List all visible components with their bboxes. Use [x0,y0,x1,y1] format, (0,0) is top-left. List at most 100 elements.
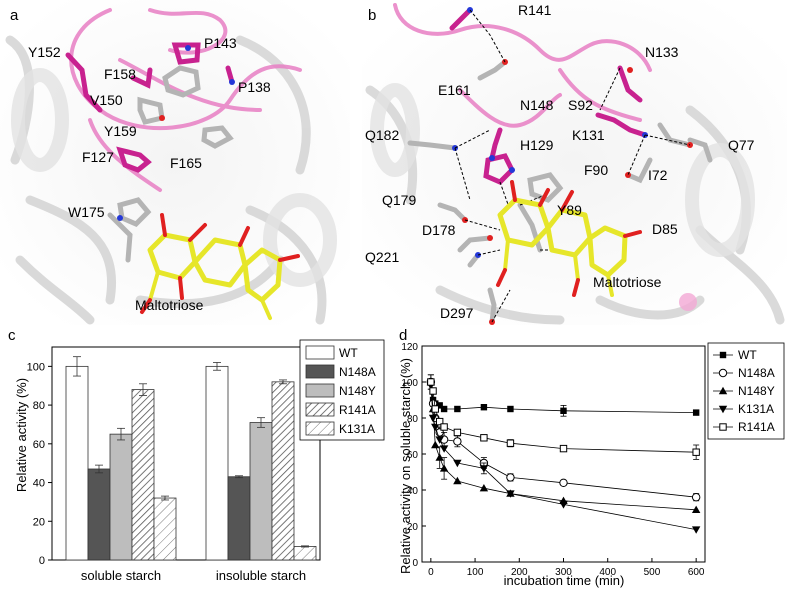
data-point [454,405,461,413]
data-point [506,439,515,447]
residue-label: H129 [520,137,554,153]
data-point [428,414,438,423]
y-tick-label: 0 [39,555,45,567]
legend-label: N148Y [339,384,376,398]
data-point [440,405,448,413]
maltotriose-ligand-b [496,180,642,297]
series-wt [427,374,700,417]
line-chart-series [426,374,701,534]
residue-label: P138 [238,79,271,95]
residue-labels-b: R141 N133 E161 N148 S92 Q182 K131 H129 F… [365,2,755,321]
data-point [719,423,727,431]
line-chart-x-axis-label: incubation time (min) [504,573,625,588]
data-point [691,505,701,513]
bar-k131a-soluble [153,497,177,561]
residue-label: D297 [440,305,474,321]
data-point [453,428,462,437]
data-point [559,478,568,487]
maltotriose-ligand-a [140,213,300,320]
data-point [559,444,568,453]
category-label: soluble starch [81,568,161,583]
legend-swatch-wt [305,345,335,360]
bar-r141a-soluble [131,389,155,561]
legend-swatch-k131a [305,421,335,436]
data-point [718,386,728,395]
bar-chart-bars: soluble starch insoluble starch [65,356,317,583]
bar-chart-legend: WT N148A N148Y R141A K131A [299,339,385,441]
residue-label: W175 [68,204,105,220]
y-tick-label: 80 [407,414,419,425]
residue-label: F90 [584,162,608,178]
residue-label: S92 [568,97,593,113]
data-point [453,459,462,468]
series-r141a [427,374,700,460]
bar-n148y-soluble [109,433,133,561]
residue-label: E161 [438,82,471,98]
y-tick-label: 120 [401,342,418,353]
legend-label: R141A [339,403,376,417]
data-point [453,437,462,446]
residue-label: I72 [648,167,668,183]
x-tick-label: 400 [599,567,616,578]
data-point [559,501,568,509]
x-tick-label: 200 [511,567,528,578]
data-point [429,387,437,395]
data-point [718,405,728,414]
gray-residues-b [407,59,713,325]
bar-n148a-soluble [87,468,111,561]
data-point [453,476,462,485]
bar-n148a-insoluble [227,476,251,561]
residue-label: Q77 [728,137,755,153]
bar-k131a-insoluble [293,546,317,561]
magenta-residues-a [65,42,235,173]
data-point [507,405,514,413]
data-point [440,423,448,431]
data-point [431,405,439,413]
series-n148a [426,377,701,502]
data-point [560,407,567,414]
data-point [431,440,440,449]
x-tick-label: 300 [555,567,572,578]
data-point [719,351,727,359]
data-point [435,453,444,461]
legend-label: N148Y [738,384,775,398]
residue-label: N133 [645,44,679,60]
bar-chart-panel-c: c 0 20 40 60 80 100 soluble starch insoluble s… [8,327,385,583]
data-point [506,490,515,498]
legend-swatch-n148y [305,383,335,398]
data-point [479,484,489,492]
pink-ribbon-loops-b [393,3,652,128]
data-point [431,423,440,432]
data-point [435,436,444,444]
data-point [435,417,444,426]
residue-label: Y159 [104,123,137,139]
residue-label: F158 [104,66,136,82]
bar-wt-soluble [65,365,89,561]
data-point [691,493,701,502]
residue-label: F165 [170,155,202,171]
residue-labels-a: Y152 F158 P143 V150 P138 Y159 F127 F165 … [28,35,271,313]
legend-swatch-r141a [305,402,335,417]
line-chart-panel-d: d 0 20 40 60 80 100 120 0 100 200 300 400 500 600 WT N… [398,327,785,588]
ligand-label: Maltotriose [593,274,662,290]
data-point [480,404,488,411]
panel-letter-d: d [399,327,407,344]
legend-label: N148A [738,366,775,380]
y-tick-label: 100 [401,378,418,389]
line-chart-y-axis-label: Relative activity on soluble starch (%) [398,358,413,574]
y-tick-label: 60 [33,439,45,451]
residue-label: F127 [82,149,114,165]
legend-label: WT [339,346,358,360]
residue-label: R141 [518,2,552,18]
x-tick-label: 100 [467,567,484,578]
heteroatoms-a [117,45,235,221]
data-point [692,448,700,456]
structure-b-background [362,0,787,325]
panel-letter-c: c [8,327,16,344]
bar-chart-axes: 0 20 40 60 80 100 [27,346,321,567]
legend-swatch-n148a [305,364,335,379]
line-chart-legend: WT N148A N148Y K131A R141A [707,342,785,440]
y-tick-label: 40 [407,486,419,497]
ligand-label: Maltotriose [135,297,204,313]
